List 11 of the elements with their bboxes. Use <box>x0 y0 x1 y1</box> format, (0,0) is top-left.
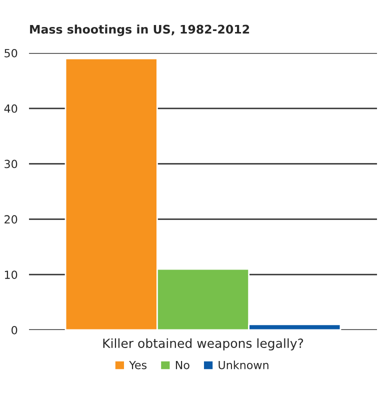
x-tick-label: Killer obtained weapons legally? <box>103 338 304 350</box>
y-tick-label: 10 <box>4 270 18 279</box>
y-tick-label: 50 <box>4 48 18 58</box>
legend-label: Yes <box>129 360 147 370</box>
chart-title: Mass shootings in US, 1982-2012 <box>30 24 250 36</box>
y-tick-label: 0 <box>12 326 18 334</box>
legend-label: Unknown <box>218 360 268 370</box>
legend-label: No <box>176 360 190 370</box>
y-tick-label: 20 <box>4 215 18 224</box>
y-tick-label: 40 <box>4 104 18 113</box>
y-tick-label: 30 <box>4 160 18 168</box>
